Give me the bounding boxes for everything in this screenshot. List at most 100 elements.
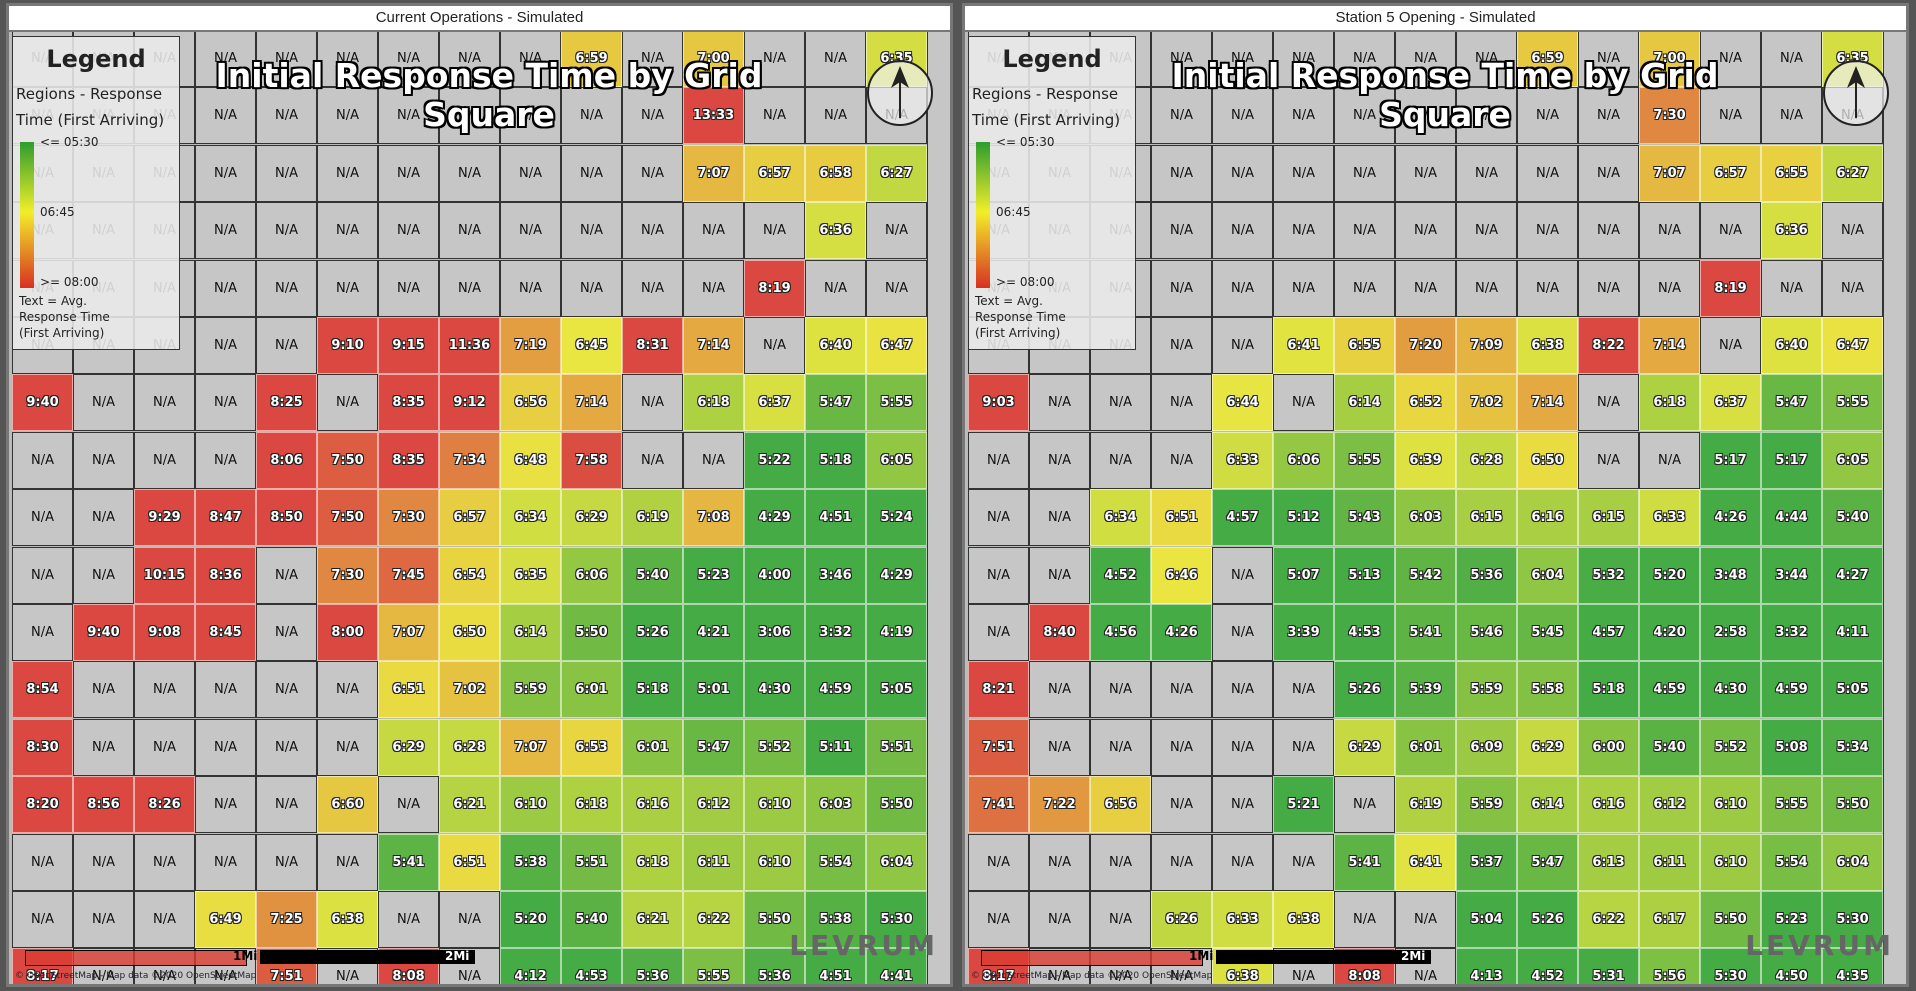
grid-cell: 5:11: [805, 718, 866, 776]
legend-note: Text = Avg. Response Time (First Arrivin…: [975, 294, 1066, 340]
grid-cell: 8:20: [12, 776, 73, 834]
grid-cell: 10:15: [134, 546, 195, 604]
grid-cell: N/A: [73, 374, 134, 432]
grid-cell: 7:07: [683, 144, 744, 202]
legend-stop: >= 08:00: [40, 275, 99, 289]
grid-cell: N/A: [1029, 718, 1090, 776]
grid-cell: 7:51: [968, 718, 1029, 776]
grid-cell: 6:10: [1700, 776, 1761, 834]
grid-cell: 4:41: [866, 948, 927, 984]
grid-cell: N/A: [1029, 833, 1090, 891]
grid-cell: N/A: [500, 144, 561, 202]
grid-cell: N/A: [1578, 144, 1639, 202]
grid-cell: 5:26: [1517, 891, 1578, 948]
grid-cell: 6:49: [195, 891, 256, 948]
grid-cell: N/A: [744, 317, 805, 374]
grid-cell: N/A: [1700, 30, 1761, 87]
grid-cell: N/A: [134, 661, 195, 719]
grid-cell: 5:05: [1822, 661, 1883, 719]
grid-cell: N/A: [561, 144, 622, 202]
grid-cell: N/A: [866, 259, 927, 317]
scale-bar: 1Mi 2Mi: [981, 946, 1431, 966]
grid-cell: 6:37: [1700, 374, 1761, 432]
grid-cell: N/A: [256, 144, 317, 202]
grid-cell: N/A: [1090, 374, 1151, 432]
grid-cell: 5:26: [622, 604, 683, 661]
grid-cell: 4:21: [683, 604, 744, 661]
grid-cell: N/A: [1517, 144, 1578, 202]
grid-cell: N/A: [1029, 546, 1090, 604]
grid-cell: 4:11: [1822, 604, 1883, 661]
grid-cell: 6:41: [1395, 833, 1456, 891]
grid-cell: N/A: [866, 202, 927, 260]
grid-cell: 6:28: [439, 718, 500, 776]
grid-cell: 6:34: [1090, 489, 1151, 547]
grid-cell: 9:10: [317, 317, 378, 374]
grid-cell: 3:46: [805, 546, 866, 604]
grid-cell: 7:00: [1639, 30, 1700, 87]
grid-cell: 5:55: [1334, 431, 1395, 489]
grid-cell: 5:01: [683, 661, 744, 719]
grid-cell: 7:58: [561, 431, 622, 489]
grid-cell: 8:30: [12, 718, 73, 776]
grid-cell: 5:08: [1761, 718, 1822, 776]
grid-cell: N/A: [1578, 374, 1639, 432]
grid-cell: 6:04: [866, 833, 927, 891]
legend-heading: Legend: [46, 45, 146, 73]
grid-cell: 5:36: [622, 948, 683, 984]
grid-cell: 6:16: [1517, 489, 1578, 547]
grid-cell: 6:29: [1517, 718, 1578, 776]
grid-cell: 5:31: [1578, 948, 1639, 984]
grid-cell: N/A: [968, 431, 1029, 489]
grid-cell: 8:36: [195, 546, 256, 604]
grid-cell: 5:52: [1700, 718, 1761, 776]
grid-cell: N/A: [1822, 202, 1883, 260]
grid-cell: 6:48: [500, 431, 561, 489]
grid-cell: 4:59: [805, 661, 866, 719]
legend: Legend Regions - Response Time (First Arr…: [12, 36, 180, 350]
grid-cell: 5:18: [1578, 661, 1639, 719]
grid-cell: 6:21: [622, 891, 683, 948]
grid-cell: N/A: [1395, 259, 1456, 317]
grid-cell: N/A: [1639, 259, 1700, 317]
grid-cell: N/A: [1151, 144, 1212, 202]
grid-cell: 9:15: [378, 317, 439, 374]
grid-cell: 3:48: [1700, 546, 1761, 604]
grid-cell: 5:24: [866, 489, 927, 547]
grid-cell: N/A: [195, 833, 256, 891]
grid-cell: N/A: [968, 489, 1029, 547]
grid-cell: N/A: [1090, 431, 1151, 489]
grid-cell: N/A: [1029, 489, 1090, 547]
grid-cell: N/A: [1151, 259, 1212, 317]
grid-cell: 7:34: [439, 431, 500, 489]
grid-cell: N/A: [1212, 546, 1273, 604]
grid-cell: 5:17: [1700, 431, 1761, 489]
grid-cell: 7:30: [317, 546, 378, 604]
legend-stop: 06:45: [40, 205, 75, 219]
grid-cell: N/A: [378, 30, 439, 87]
grid-cell: N/A: [134, 891, 195, 948]
grid-cell: N/A: [1578, 202, 1639, 260]
grid-cell: 5:58: [1517, 661, 1578, 719]
grid-cell: N/A: [561, 259, 622, 317]
grid-cell: 5:05: [866, 661, 927, 719]
grid-cell: N/A: [1456, 259, 1517, 317]
grid-cell: N/A: [1212, 718, 1273, 776]
grid-cell: N/A: [1700, 317, 1761, 374]
grid-cell: 6:18: [622, 833, 683, 891]
grid-cell: 5:47: [805, 374, 866, 432]
grid-cell: N/A: [1822, 259, 1883, 317]
grid-cell: 7:02: [439, 661, 500, 719]
grid-cell: 7:19: [500, 317, 561, 374]
grid-cell: N/A: [439, 891, 500, 948]
grid-cell: 5:40: [561, 891, 622, 948]
grid-cell: 6:05: [866, 431, 927, 489]
grid-cell: 6:09: [1456, 718, 1517, 776]
grid-cell: N/A: [317, 87, 378, 145]
grid-cell: N/A: [195, 661, 256, 719]
grid-cell: 6:15: [1456, 489, 1517, 547]
grid-cell: N/A: [1151, 87, 1212, 145]
logo: LEVRUM: [789, 929, 938, 962]
grid-cell: 5:50: [1700, 891, 1761, 948]
grid-cell: 6:29: [561, 489, 622, 547]
